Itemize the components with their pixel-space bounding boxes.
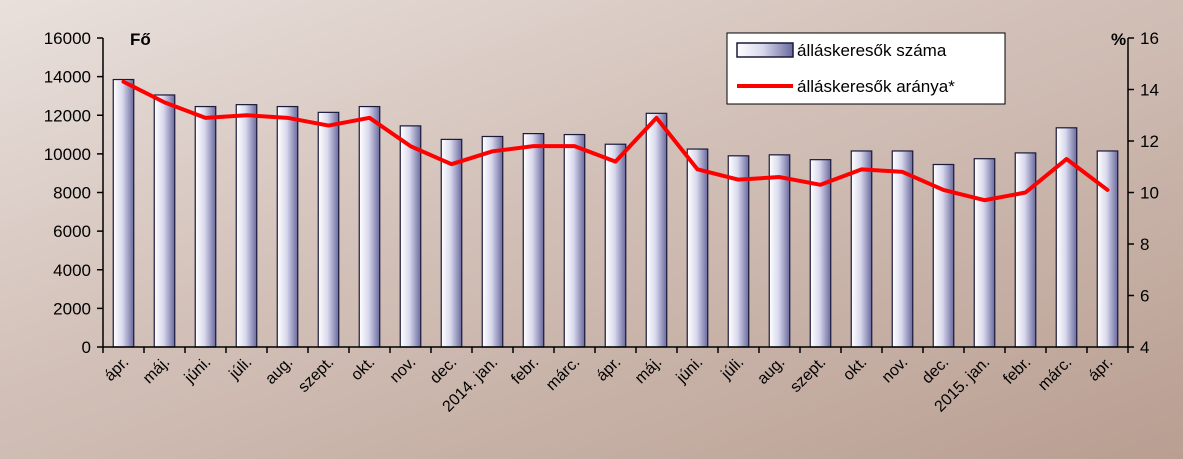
bar <box>850 150 873 348</box>
x-category-label: júni. <box>181 354 214 387</box>
x-category-label: aug. <box>754 354 788 388</box>
x-category-label: dec. <box>427 354 460 387</box>
line-point <box>1106 188 1109 192</box>
bar <box>440 138 463 348</box>
line-point <box>942 188 945 192</box>
x-category-label: febr. <box>1000 354 1034 388</box>
line-point <box>532 144 535 148</box>
left-tick-label: 2000 <box>53 299 91 318</box>
left-tick-label: 4000 <box>53 261 91 280</box>
bar <box>727 155 750 348</box>
line-point <box>1065 157 1068 161</box>
line-point <box>286 116 289 120</box>
bar <box>358 105 381 348</box>
x-category-label: ápr. <box>593 354 624 385</box>
line-point <box>204 116 207 120</box>
x-category-label: márc. <box>543 354 583 394</box>
legend-label-bars: álláskeresők száma <box>797 41 947 60</box>
x-category-label: júli. <box>226 354 256 384</box>
line-point <box>860 167 863 171</box>
right-tick-label: 4 <box>1140 338 1149 357</box>
x-category-label: okt. <box>840 354 870 384</box>
line-point <box>450 162 453 166</box>
legend-label-line: álláskeresők aránya* <box>797 77 955 96</box>
bar <box>399 125 422 348</box>
bar <box>891 150 914 348</box>
x-category-label: szept. <box>295 354 337 396</box>
left-tick-label: 0 <box>82 338 91 357</box>
x-category-label: febr. <box>508 354 542 388</box>
left-tick-label: 14000 <box>44 68 91 87</box>
line-point <box>737 178 740 182</box>
bar <box>481 135 504 348</box>
bar <box>153 94 176 348</box>
line-point <box>409 144 412 148</box>
right-tick-label: 12 <box>1140 132 1159 151</box>
line-point <box>122 80 125 84</box>
x-category-label: júni. <box>673 354 706 387</box>
bar <box>317 111 340 348</box>
right-tick-label: 8 <box>1140 235 1149 254</box>
bar <box>1014 152 1037 348</box>
left-axis-unit: Fő <box>130 30 151 49</box>
x-category-label: ápr. <box>1085 354 1116 385</box>
bar <box>1096 150 1119 348</box>
right-tick-label: 6 <box>1140 287 1149 306</box>
bar <box>809 159 832 348</box>
left-tick-label: 6000 <box>53 222 91 241</box>
line-point <box>368 116 371 120</box>
line-point <box>901 170 904 174</box>
line-point <box>491 149 494 153</box>
x-category-label: márc. <box>1035 354 1075 394</box>
x-category-label: okt. <box>348 354 378 384</box>
x-category-label: dec. <box>919 354 952 387</box>
line-point <box>778 175 781 179</box>
line-point <box>573 144 576 148</box>
line-point <box>327 124 330 128</box>
x-category-label: aug. <box>262 354 296 388</box>
x-category-label: szept. <box>787 354 829 396</box>
bar <box>112 78 135 348</box>
line-series-group <box>121 79 1110 203</box>
left-tick-label: 12000 <box>44 106 91 125</box>
line-point <box>655 116 658 120</box>
bar <box>276 105 299 348</box>
left-tick-label: 10000 <box>44 145 91 164</box>
right-tick-label: 10 <box>1140 184 1159 203</box>
right-axis-unit: % <box>1111 30 1126 49</box>
bar <box>563 133 586 348</box>
bar <box>686 148 709 348</box>
bar <box>522 133 545 348</box>
right-tick-label: 16 <box>1140 29 1159 48</box>
line-point <box>245 113 248 117</box>
bar <box>645 112 668 348</box>
line-point <box>163 100 166 104</box>
bar <box>768 154 791 348</box>
x-category-label: máj. <box>140 354 173 387</box>
legend: álláskeresők száma álláskeresők aránya* <box>726 32 1006 105</box>
x-category-label: máj. <box>632 354 665 387</box>
right-tick-label: 14 <box>1140 81 1159 100</box>
bar <box>194 105 217 348</box>
legend-bar-swatch <box>736 42 794 58</box>
left-tick-label: 16000 <box>44 29 91 48</box>
line-point <box>696 167 699 171</box>
bars-group <box>112 78 1119 348</box>
x-category-label: ápr. <box>101 354 132 385</box>
bar <box>973 158 996 348</box>
line-point <box>983 198 986 202</box>
x-category-label: nov. <box>879 354 912 387</box>
left-tick-label: 8000 <box>53 184 91 203</box>
bar <box>604 143 627 348</box>
x-category-label: júli. <box>718 354 748 384</box>
x-category-label: nov. <box>387 354 420 387</box>
bar <box>235 104 258 348</box>
line-point <box>614 160 617 164</box>
line-point <box>1024 191 1027 194</box>
line-point <box>819 183 822 187</box>
